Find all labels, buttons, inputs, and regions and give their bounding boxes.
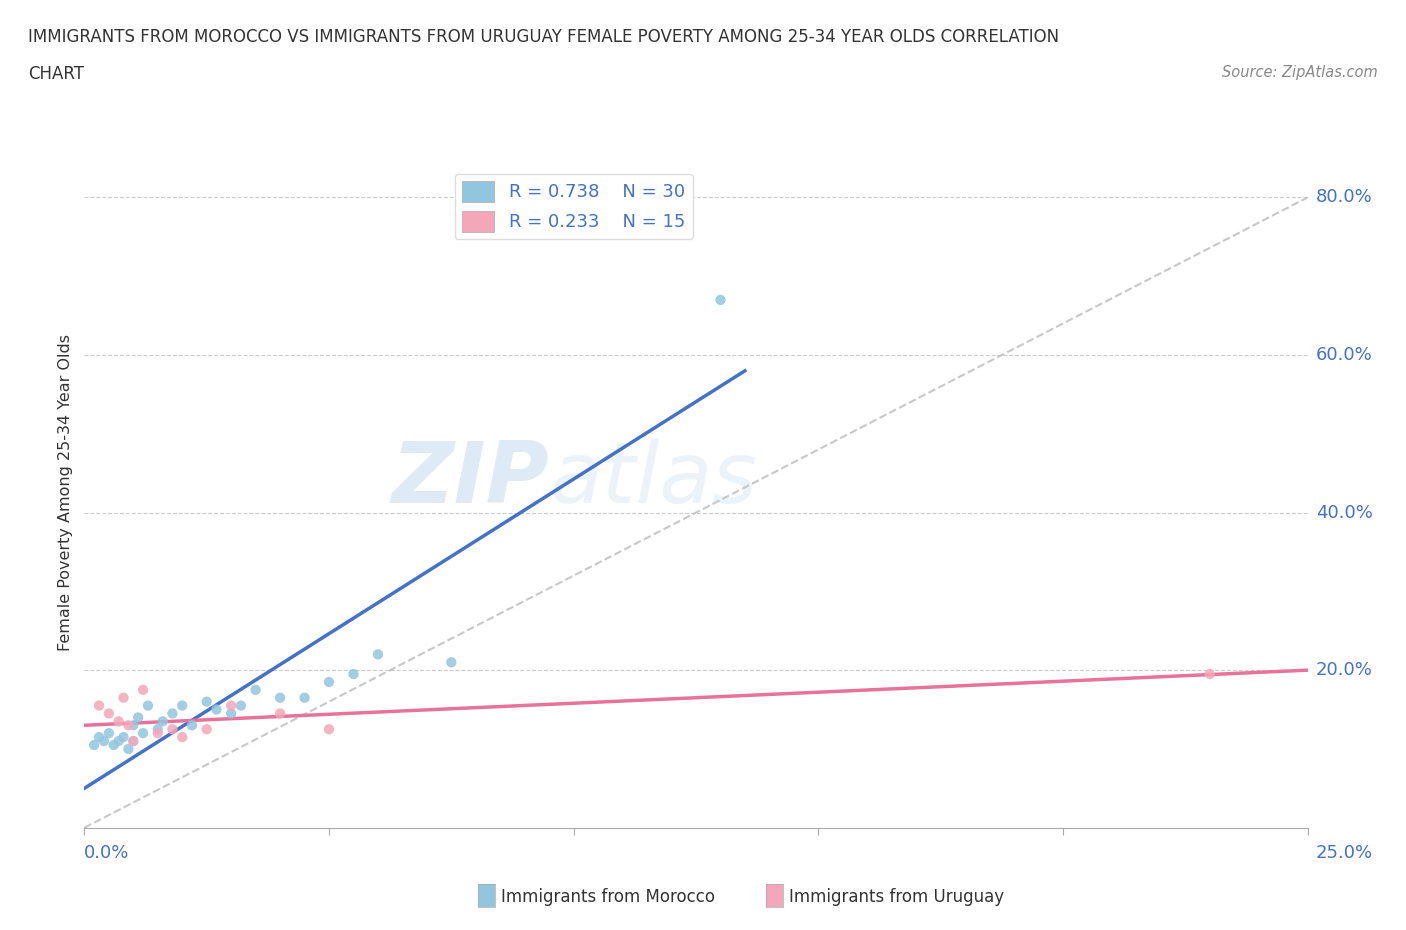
Point [83, 737, 105, 752]
Text: 60.0%: 60.0% [1316, 346, 1372, 364]
Point [107, 734, 129, 749]
Point [367, 647, 389, 662]
Point [112, 690, 135, 705]
Point [136, 698, 159, 713]
Point [97, 725, 120, 740]
Point [97, 706, 120, 721]
Point [146, 725, 169, 740]
Point [127, 710, 149, 724]
Text: 0.0%: 0.0% [84, 844, 129, 862]
Point [122, 734, 145, 749]
Text: 20.0%: 20.0% [1316, 661, 1372, 679]
Point [122, 734, 145, 749]
Point [709, 292, 731, 307]
Point [152, 714, 174, 729]
Text: CHART: CHART [28, 65, 84, 83]
Point [122, 718, 145, 733]
Text: atlas: atlas [550, 438, 758, 521]
Text: 25.0%: 25.0% [1316, 844, 1374, 862]
Point [195, 722, 218, 737]
Point [162, 706, 184, 721]
Point [112, 730, 135, 745]
Point [245, 683, 267, 698]
Point [205, 702, 228, 717]
Text: Immigrants from Morocco: Immigrants from Morocco [501, 887, 714, 906]
Text: IMMIGRANTS FROM MOROCCO VS IMMIGRANTS FROM URUGUAY FEMALE POVERTY AMONG 25-34 YE: IMMIGRANTS FROM MOROCCO VS IMMIGRANTS FR… [28, 28, 1059, 46]
Point [87, 730, 110, 745]
Point [342, 667, 364, 682]
Point [117, 718, 139, 733]
Point [269, 690, 291, 705]
Point [132, 683, 155, 698]
Point [132, 725, 155, 740]
Point [146, 722, 169, 737]
Point [294, 690, 316, 705]
Text: 40.0%: 40.0% [1316, 503, 1372, 522]
Point [162, 722, 184, 737]
Point [172, 698, 194, 713]
Point [219, 698, 242, 713]
Point [172, 730, 194, 745]
Point [87, 698, 110, 713]
Text: Immigrants from Uruguay: Immigrants from Uruguay [789, 887, 1004, 906]
Legend: R = 0.738    N = 30, R = 0.233    N = 15: R = 0.738 N = 30, R = 0.233 N = 15 [454, 174, 693, 239]
Point [117, 741, 139, 756]
Point [219, 706, 242, 721]
Point [318, 674, 340, 689]
Point [103, 737, 125, 752]
Text: ZIP: ZIP [391, 438, 550, 521]
Point [440, 655, 463, 670]
Point [318, 722, 340, 737]
Point [229, 698, 252, 713]
Point [181, 718, 204, 733]
Y-axis label: Female Poverty Among 25-34 Year Olds: Female Poverty Among 25-34 Year Olds [58, 335, 73, 651]
Text: 80.0%: 80.0% [1316, 189, 1372, 206]
Point [269, 706, 291, 721]
Point [107, 714, 129, 729]
Point [195, 694, 218, 709]
Text: Source: ZipAtlas.com: Source: ZipAtlas.com [1222, 65, 1378, 80]
Point [1198, 667, 1220, 682]
Point [93, 734, 115, 749]
